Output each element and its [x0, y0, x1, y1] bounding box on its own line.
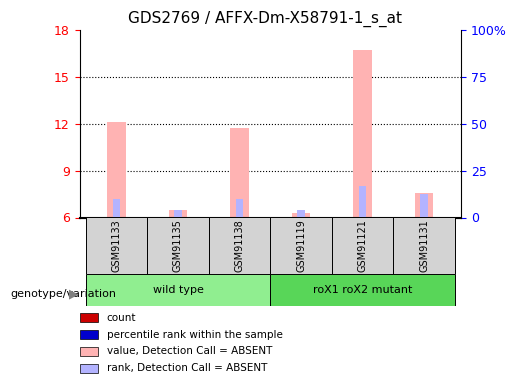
FancyBboxPatch shape [393, 217, 455, 274]
Bar [80, 363, 98, 373]
Text: GSM91135: GSM91135 [173, 219, 183, 272]
FancyBboxPatch shape [209, 217, 270, 274]
FancyBboxPatch shape [270, 274, 455, 306]
Bar [359, 186, 366, 218]
Text: GDS2769 / AFFX-Dm-X58791-1_s_at: GDS2769 / AFFX-Dm-X58791-1_s_at [128, 11, 402, 27]
FancyBboxPatch shape [332, 217, 393, 274]
FancyBboxPatch shape [86, 217, 147, 274]
Bar [174, 210, 182, 218]
Text: GSM91138: GSM91138 [235, 219, 244, 272]
FancyBboxPatch shape [270, 217, 332, 274]
Text: ▶: ▶ [69, 288, 78, 301]
Text: GSM91121: GSM91121 [358, 219, 368, 272]
Bar [113, 199, 120, 217]
Text: count: count [107, 313, 136, 322]
Bar [80, 330, 98, 339]
Text: GSM91119: GSM91119 [296, 219, 306, 272]
Bar [107, 122, 126, 218]
Bar [297, 210, 305, 218]
Bar [415, 192, 434, 217]
Text: roX1 roX2 mutant: roX1 roX2 mutant [313, 285, 412, 295]
Bar [80, 346, 98, 356]
Bar [354, 50, 372, 217]
Text: genotype/variation: genotype/variation [11, 290, 117, 299]
Bar [80, 313, 98, 322]
Text: GSM91131: GSM91131 [419, 219, 429, 272]
Bar [292, 213, 310, 217]
Text: GSM91133: GSM91133 [111, 219, 121, 272]
Bar [236, 199, 243, 217]
Text: wild type: wild type [153, 285, 204, 295]
Bar [169, 210, 187, 218]
Bar [420, 194, 428, 217]
Text: value, Detection Call = ABSENT: value, Detection Call = ABSENT [107, 346, 272, 356]
Text: percentile rank within the sample: percentile rank within the sample [107, 330, 282, 339]
Bar [231, 128, 249, 217]
FancyBboxPatch shape [147, 217, 209, 274]
FancyBboxPatch shape [86, 274, 270, 306]
Text: rank, Detection Call = ABSENT: rank, Detection Call = ABSENT [107, 363, 267, 373]
